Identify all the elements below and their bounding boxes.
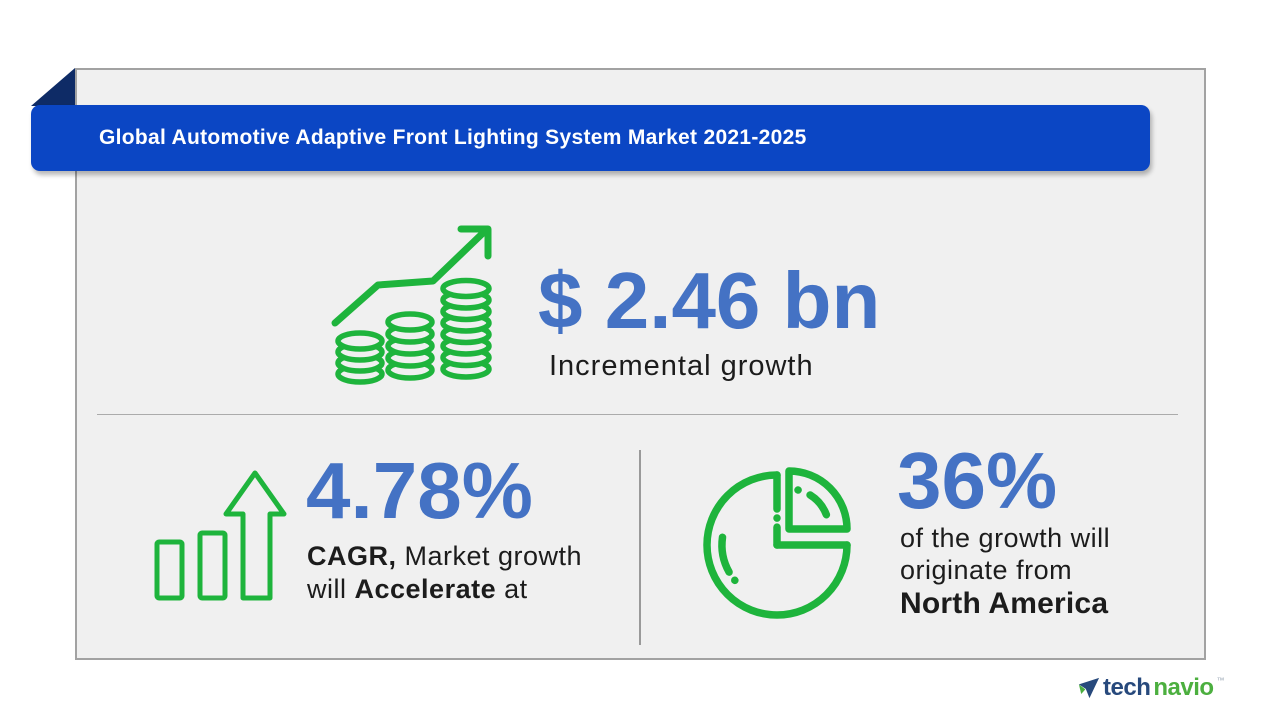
cagr-label-line2: will Accelerate at — [307, 574, 528, 604]
region-label-line2: originate from — [900, 555, 1073, 585]
region-label: of the growth will originate from North … — [900, 522, 1110, 620]
incremental-growth-label: Incremental growth — [549, 350, 814, 382]
up-arrow-outline — [223, 470, 287, 601]
region-label-line1: of the growth will — [900, 523, 1111, 553]
trademark-symbol: ™ — [1216, 676, 1225, 685]
pie-slice-dash-arc — [794, 486, 833, 528]
logo-text-tech: tech — [1103, 674, 1151, 701]
pie-chart-icon — [703, 467, 851, 619]
pie-inner-dash-arc — [718, 533, 742, 588]
growth-trend-line — [331, 228, 488, 327]
pie-body-arc — [703, 471, 851, 619]
page-title: Global Automotive Adaptive Front Lightin… — [99, 126, 807, 149]
region-share-value: 36% — [897, 436, 1058, 525]
arrow-head — [457, 225, 492, 260]
horizontal-divider — [97, 414, 1178, 415]
bar-chart-up-arrow-icon — [154, 470, 287, 601]
ribbon-fold-corner — [31, 68, 75, 106]
region-name: North America — [900, 587, 1109, 620]
title-banner: Global Automotive Adaptive Front Lightin… — [31, 105, 1150, 171]
coin-stacks-growth-arrow-icon — [331, 225, 492, 385]
technavio-logo: tech navio ™ — [1078, 676, 1225, 700]
coin-stack-medium — [385, 311, 435, 381]
coin-stack-small — [335, 330, 385, 385]
technavio-arrow-icon — [1078, 677, 1100, 699]
cagr-value: 4.78% — [306, 446, 533, 535]
cagr-label-line1: CAGR, Market growth — [307, 541, 583, 571]
cagr-label: CAGR, Market growth will Accelerate at — [307, 540, 582, 606]
bar-short — [154, 539, 185, 601]
coin-stack-tall — [440, 277, 492, 380]
incremental-growth-value: $ 2.46 bn — [538, 256, 881, 345]
vertical-divider — [639, 450, 641, 645]
logo-text-navio: navio — [1153, 674, 1214, 701]
bar-tall — [197, 530, 228, 601]
pie-slice — [785, 467, 851, 533]
